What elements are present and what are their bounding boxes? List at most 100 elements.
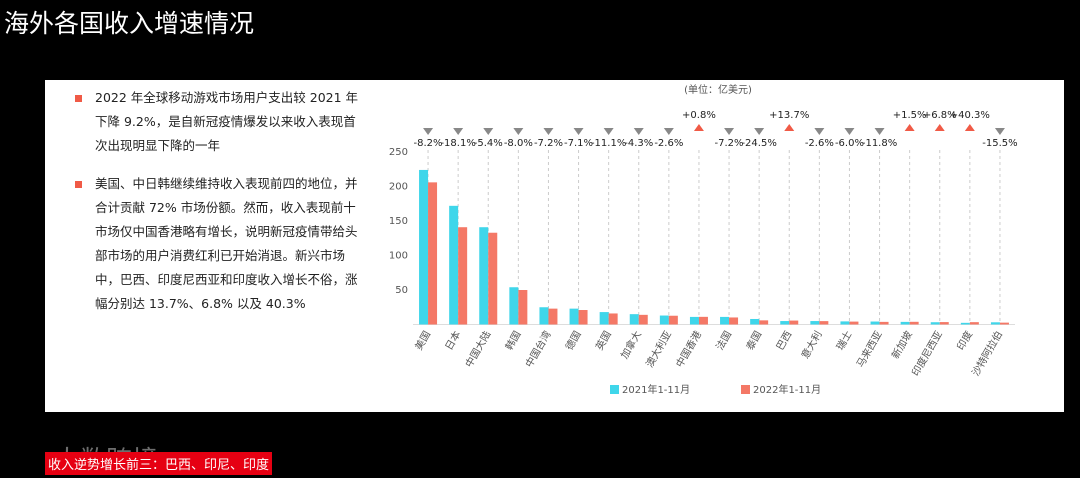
x-tick-label: 英国 (593, 329, 614, 353)
bar (539, 307, 549, 325)
bar (960, 322, 970, 325)
x-tick-label: 意大利 (798, 329, 824, 361)
bar (689, 316, 699, 325)
change-label: +6.8% (923, 110, 957, 121)
bar (638, 314, 648, 325)
bar (428, 182, 438, 325)
bar (419, 169, 429, 325)
bar (599, 312, 609, 325)
bar (840, 321, 850, 325)
up-marker (784, 124, 795, 131)
down-marker (573, 128, 584, 135)
panel: 2022 年全球移动游戏市场用户支出较 2021 年下降 9.2%，是自新冠疫情… (45, 80, 1064, 412)
change-label: +40.3% (950, 110, 990, 121)
bar (698, 316, 708, 325)
change-label: -8.0% (504, 138, 533, 149)
bar (999, 322, 1009, 325)
bar (780, 321, 790, 325)
legend-label: 2022年1-11月 (753, 383, 821, 396)
down-marker (453, 128, 464, 135)
bar (759, 320, 769, 325)
change-label: -4.3% (624, 138, 653, 149)
bar (849, 321, 859, 325)
bar (789, 320, 799, 325)
x-tick-label: 中国香港 (673, 329, 704, 370)
up-marker (904, 124, 915, 131)
footer-tag: 收入逆势增长前三：巴西、印尼、印度 (45, 452, 273, 475)
bar (720, 316, 730, 325)
change-label: +0.8% (682, 110, 716, 121)
legend-swatch (741, 385, 750, 394)
bar (819, 321, 829, 325)
change-label: +1.5% (893, 110, 927, 121)
bar (488, 232, 498, 325)
change-label: -18.1% (440, 138, 475, 149)
up-marker (964, 124, 975, 131)
bullet: 2022 年全球移动游戏市场用户支出较 2021 年下降 9.2%，是自新冠疫情… (75, 86, 360, 158)
bar (939, 322, 949, 325)
bar (870, 321, 880, 325)
unit-label: (单位：亿美元) (684, 83, 752, 96)
change-label: -5.4% (474, 138, 503, 149)
down-marker (724, 128, 735, 135)
y-tick-label: 50 (395, 285, 408, 296)
bar (930, 322, 940, 325)
down-marker (994, 128, 1005, 135)
bar (479, 227, 489, 325)
down-marker (513, 128, 524, 135)
bar (518, 290, 528, 325)
down-marker (663, 128, 674, 135)
change-label: -24.5% (741, 138, 776, 149)
change-label: -7.2% (715, 138, 744, 149)
y-tick-label: 200 (389, 182, 408, 193)
change-label: -2.6% (654, 138, 683, 149)
bar (608, 313, 618, 325)
change-label: -7.2% (534, 138, 563, 149)
change-label: -8.2% (414, 138, 443, 149)
change-label: -11.8% (862, 138, 897, 149)
y-tick-label: 150 (389, 216, 408, 227)
change-label: -6.0% (835, 138, 864, 149)
change-label: -11.1% (591, 138, 626, 149)
x-tick-label: 泰国 (743, 329, 764, 353)
bar (750, 318, 760, 325)
bar (569, 308, 579, 325)
x-tick-label: 巴西 (774, 329, 794, 352)
x-tick-label: 韩国 (502, 329, 523, 353)
x-tick-label: 德国 (562, 329, 583, 353)
bar (909, 321, 919, 325)
y-tick-label: 100 (389, 251, 408, 262)
up-marker (934, 124, 945, 131)
bar (900, 321, 910, 325)
up-marker (693, 124, 704, 131)
bar (509, 287, 519, 325)
down-marker (543, 128, 554, 135)
x-tick-label: 中国大陆 (462, 329, 493, 370)
down-marker (603, 128, 614, 135)
down-marker (754, 128, 765, 135)
x-tick-label: 印度 (954, 329, 975, 353)
x-tick-label: 新加坡 (889, 329, 915, 361)
bar (810, 321, 820, 325)
legend-label: 2021年1-11月 (622, 383, 690, 396)
x-tick-label: 瑞士 (833, 329, 854, 353)
change-label: -15.5% (982, 138, 1017, 149)
legend-swatch (610, 385, 619, 394)
bullet: 美国、中日韩继续维持收入表现前四的地位，并合计贡献 72% 市场份额。然而，收入… (75, 172, 360, 316)
bar (990, 322, 1000, 325)
down-marker (814, 128, 825, 135)
x-tick-label: 马来西亚 (854, 329, 884, 370)
x-tick-label: 澳大利亚 (643, 329, 674, 370)
bar (668, 315, 678, 325)
x-tick-label: 日本 (442, 329, 463, 353)
change-label: -7.1% (564, 138, 593, 149)
x-tick-label: 美国 (412, 329, 433, 353)
x-tick-label: 法国 (713, 329, 734, 353)
bar (449, 205, 459, 325)
bar (729, 317, 739, 325)
bar (629, 314, 639, 325)
bar (548, 308, 558, 325)
down-marker (874, 128, 885, 135)
